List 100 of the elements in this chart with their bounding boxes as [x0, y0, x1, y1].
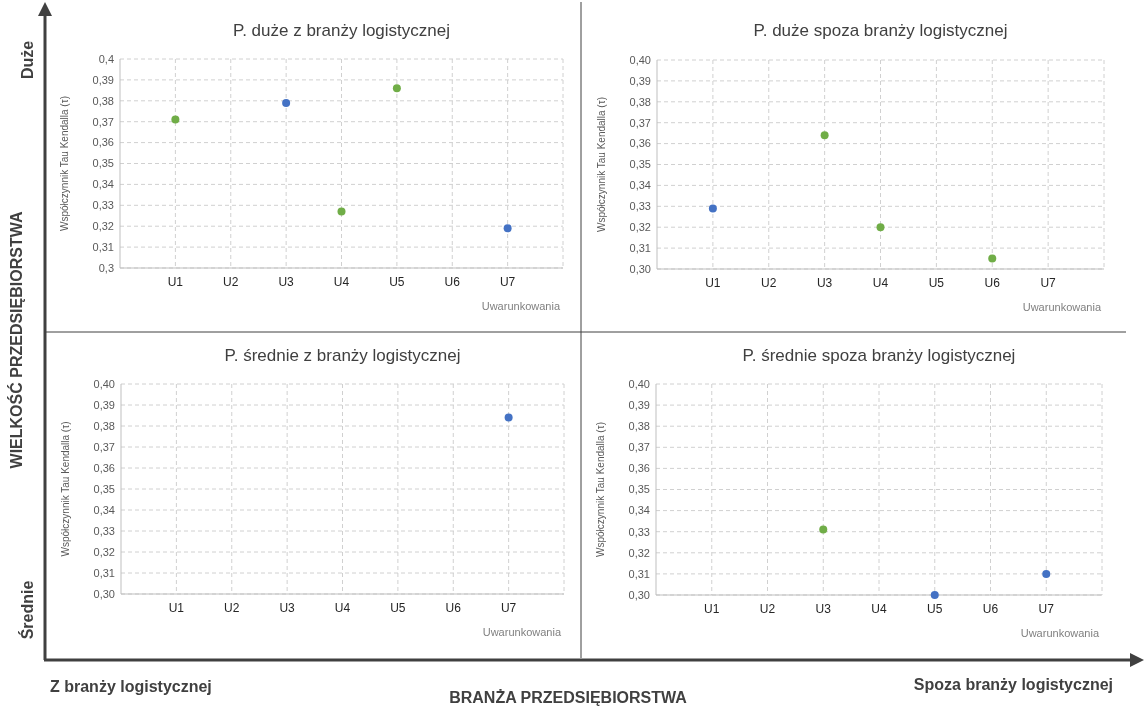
y-tick-label: 0,32: [628, 546, 650, 559]
y-tick-label: 0,34: [628, 504, 650, 517]
y-tick-label: 0,31: [629, 241, 651, 254]
x-tick-label: U1: [705, 276, 721, 290]
x-tick-label: U1: [704, 602, 720, 616]
y-tick-label: 0,3: [98, 261, 114, 274]
x-tick-label: U4: [334, 601, 351, 615]
y-tick-label: 0,30: [93, 587, 115, 600]
y-axis-title: Współczynnik Tau Kendalla (τ): [596, 97, 607, 232]
y-tick-label: 0,37: [628, 441, 650, 454]
x-tick-label: U3: [279, 601, 296, 615]
y-tick-label: 0,33: [628, 525, 650, 538]
y-tick-label: 0,38: [629, 95, 651, 108]
y-tick-label: 0,40: [93, 377, 115, 390]
x-tick-label: U7: [1038, 602, 1055, 616]
y-tick-label: 0,33: [629, 200, 651, 213]
point: [337, 207, 346, 216]
point: [392, 84, 401, 93]
y-tick-label: 0,40: [629, 53, 651, 66]
text: Spoza branży logistycznej: [913, 676, 1113, 693]
x-tick-label: U6: [444, 275, 461, 289]
x-tick-label: U6: [982, 602, 999, 616]
point: [819, 525, 828, 534]
x-tick-label: U3: [278, 275, 295, 289]
y-tick-label: 0,34: [93, 503, 115, 516]
y-tick-label: 0,36: [93, 461, 115, 474]
point: [1042, 569, 1051, 578]
y-tick-label: 0,38: [93, 419, 115, 432]
x-tick-label: U4: [333, 275, 350, 289]
y-tick-label: 0,35: [93, 482, 115, 495]
y-tick-label: 0,30: [628, 588, 650, 601]
x-tick-label: U4: [872, 276, 889, 290]
y-tick-label: 0,33: [93, 524, 115, 537]
x-tick-label: U5: [389, 275, 405, 289]
y-tick-label: 0,37: [629, 116, 651, 129]
x-tick-label: U7: [1040, 276, 1057, 290]
text: Duże: [19, 40, 36, 80]
x-tick-label: U3: [816, 276, 833, 290]
y-tick-label: 0,38: [92, 94, 114, 107]
point: [708, 204, 717, 213]
x-axis-title: Uwarunkowania: [1022, 301, 1102, 313]
x-axis-title: Uwarunkowania: [481, 300, 561, 312]
x-tick-label: U3: [815, 602, 832, 616]
chart-title: P. duże z branży logistycznej: [232, 21, 451, 40]
chart-title: P. duże spoza branży logistycznej: [753, 21, 1008, 40]
y-tick-label: 0,34: [92, 178, 114, 191]
y-tick-label: 0,36: [628, 462, 650, 475]
text: WIELKOŚĆ PRZEDSIĘBIORSTWA: [7, 211, 25, 469]
text: Średnie: [18, 580, 36, 640]
point: [876, 223, 885, 232]
y-tick-label: 0,35: [92, 157, 114, 170]
y-tick-label: 0,32: [93, 545, 115, 558]
y-tick-label: 0,36: [629, 137, 651, 150]
y-tick-label: 0,31: [93, 566, 115, 579]
y-axis-title: Współczynnik Tau Kendalla (τ): [59, 96, 70, 231]
y-tick-label: 0,35: [628, 483, 650, 496]
y-tick-label: 0,39: [629, 74, 651, 87]
x-tick-label: U4: [871, 602, 887, 616]
x-tick-label: U2: [224, 601, 240, 615]
text: Z branży logistycznej: [50, 678, 212, 695]
y-tick-label: 0,38: [628, 420, 650, 433]
x-tick-label: U5: [928, 276, 945, 290]
y-tick-label: 0,39: [92, 73, 114, 86]
chart-title: P. średnie spoza branży logistycznej: [742, 346, 1016, 365]
chart-title: P. średnie z branży logistycznej: [224, 346, 461, 365]
y-tick-label: 0,35: [629, 158, 651, 171]
y-tick-label: 0,4: [98, 52, 114, 65]
y-axis-title: Współczynnik Tau Kendalla (τ): [595, 422, 606, 557]
point: [988, 254, 997, 263]
x-tick-label: U7: [499, 275, 516, 289]
text: BRANŻA PRZEDSIĘBIORSTWA: [449, 689, 688, 706]
y-tick-label: 0,37: [93, 440, 115, 453]
x-tick-label: U7: [500, 601, 517, 615]
y-tick-label: 0,32: [629, 221, 651, 234]
y-tick-label: 0,31: [92, 240, 114, 253]
x-tick-label: U1: [167, 275, 184, 289]
y-tick-label: 0,33: [92, 199, 114, 212]
x-tick-label: U6: [984, 276, 1001, 290]
x-tick-label: U5: [390, 601, 406, 615]
y-tick-label: 0,40: [628, 377, 650, 390]
y-axis-title: Współczynnik Tau Kendalla (τ): [60, 421, 71, 557]
x-tick-label: U5: [927, 602, 943, 616]
y-tick-label: 0,34: [629, 179, 651, 192]
y-tick-label: 0,37: [92, 115, 114, 128]
x-axis-title: Uwarunkowania: [482, 626, 562, 638]
point: [930, 591, 939, 599]
x-tick-label: U2: [223, 275, 239, 289]
x-tick-label: U6: [445, 601, 462, 615]
y-tick-label: 0,32: [92, 220, 114, 233]
x-axis-title: Uwarunkowania: [1020, 627, 1100, 639]
point: [503, 224, 512, 233]
x-tick-label: U2: [759, 602, 776, 616]
x-tick-label: U1: [168, 601, 185, 615]
x-tick-label: U2: [761, 276, 777, 290]
y-tick-label: 0,30: [629, 262, 651, 275]
point: [171, 115, 180, 124]
point: [820, 131, 829, 140]
y-tick-label: 0,39: [93, 398, 115, 411]
y-tick-label: 0,39: [628, 398, 650, 411]
point: [282, 98, 291, 107]
